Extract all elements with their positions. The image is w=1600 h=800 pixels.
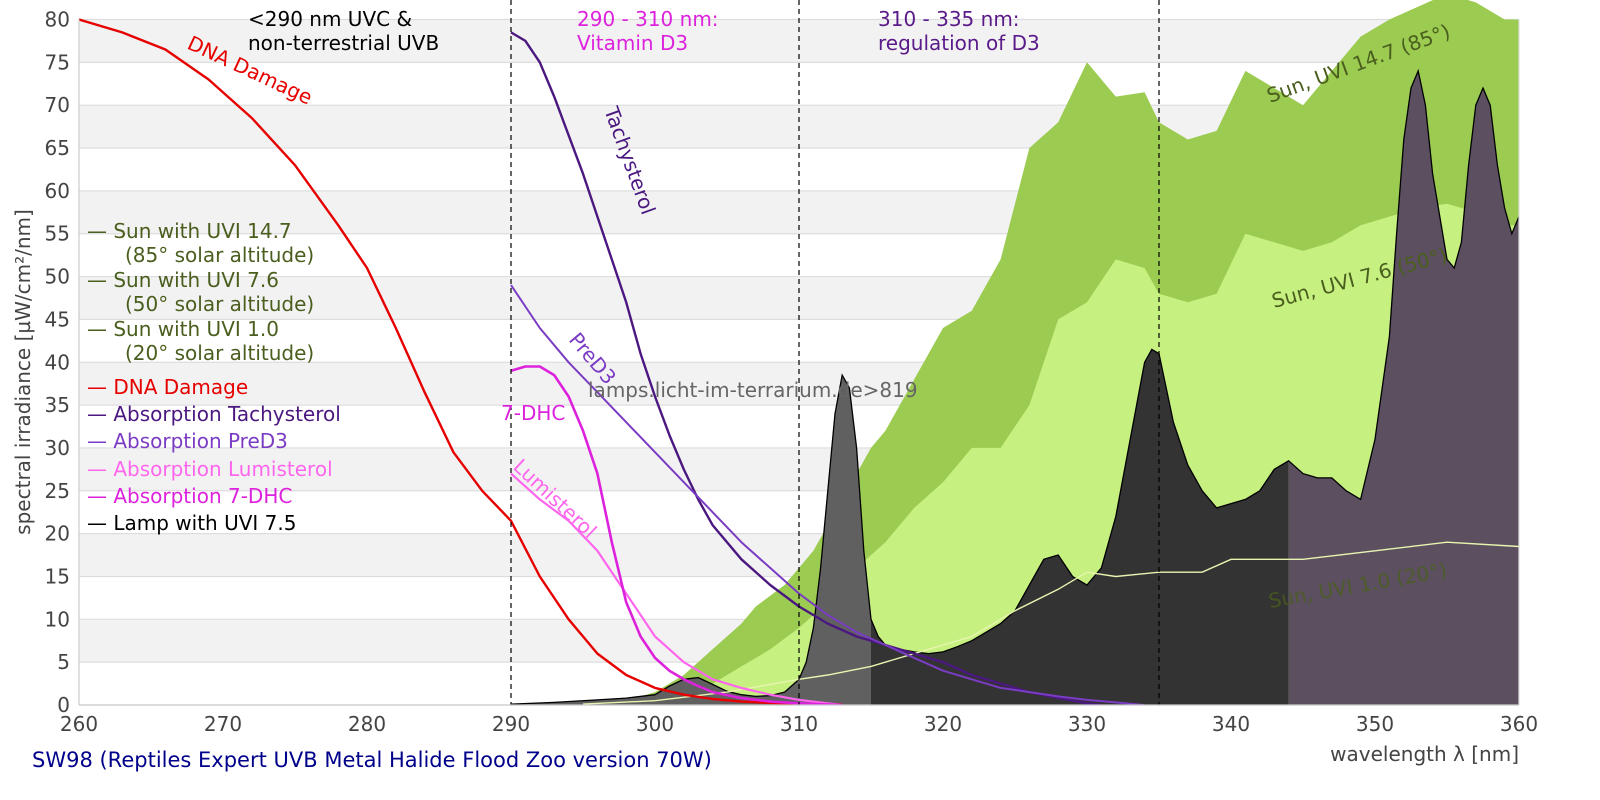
axes (78, 19, 1520, 706)
y-tick-label: 60 (45, 179, 70, 203)
line-sun-uvi-1-0 (582, 541, 1519, 705)
legend-entry-sun-1-0-sub: (20° solar altitude) (125, 341, 314, 365)
x-tick-label: 360 (1500, 712, 1538, 736)
legend-entry-sun-14-7-sub: (85° solar altitude) (125, 243, 314, 267)
chart-caption: SW98 (Reptiles Expert UVB Metal Halide F… (32, 748, 712, 772)
y-tick-label: 30 (45, 436, 70, 460)
curve-label-7dhc: 7-DHC (501, 401, 565, 425)
region-annotation-regulation-line1: 310 - 335 nm: (878, 7, 1020, 31)
line-absorption-tachysterol (510, 31, 1102, 705)
x-tick-label: 310 (780, 712, 818, 736)
region-annotation-regulation-line2: regulation of D3 (878, 31, 1040, 55)
legend-entry-lumisterol: — Absorption Lumisterol (87, 457, 333, 481)
y-tick-label: 20 (45, 522, 70, 546)
y-tick-label: 55 (45, 222, 70, 246)
x-tick-label: 260 (60, 712, 98, 736)
line-dna-damage (79, 18, 843, 705)
line-series (79, 18, 1519, 705)
legend-entry-sun-7-6: — Sun with UVI 7.6 (87, 268, 279, 292)
region-annotation-regulation: 310 - 335 nm: regulation of D3 (878, 7, 1040, 55)
x-axis-label: wavelength λ [nm] (1330, 742, 1519, 766)
y-tick-label: 25 (45, 479, 70, 503)
region-annotation-vitamin-d3-line1: 290 - 310 nm: (577, 7, 719, 31)
line-absorption-lumisterol (510, 472, 843, 705)
x-tick-label: 300 (636, 712, 674, 736)
region-annotation-uvc: <290 nm UVC & non-terrestrial UVB (248, 7, 439, 55)
region-annotation-vitamin-d3-line2: Vitamin D3 (577, 31, 688, 55)
line-absorption-7-dhc (510, 365, 843, 705)
region-annotation-uvc-line1: <290 nm UVC & (248, 7, 412, 31)
region-lines (510, 0, 1160, 705)
legend-entry-sun-1-0: — Sun with UVI 1.0 (87, 317, 279, 341)
legend-entry-pred3: — Absorption PreD3 (87, 429, 288, 453)
legend-entry-sun-7-6-sub: (50° solar altitude) (125, 292, 314, 316)
y-tick-label: 50 (45, 265, 70, 289)
legend-entry-dna-damage: — DNA Damage (87, 375, 248, 399)
lamp-outline (510, 68, 1519, 705)
line-absorption-pred3 (510, 284, 1145, 705)
x-tick-label: 280 (348, 712, 386, 736)
y-tick-label: 75 (45, 50, 70, 74)
y-tick-label: 40 (45, 350, 70, 374)
y-axis-label: spectral irradiance [µW/cm²/nm] (11, 209, 35, 535)
legend-entry-tachysterol: — Absorption Tachysterol (87, 402, 341, 426)
x-tick-label: 350 (1356, 712, 1394, 736)
x-tick-label: 320 (924, 712, 962, 736)
legend-entry-lamp: — Lamp with UVI 7.5 (87, 511, 296, 535)
y-tick-label: 45 (45, 307, 70, 331)
y-tick-labels: 0 5 10 15 20 25 30 35 40 45 50 55 60 65 70 75 80 (45, 8, 70, 718)
y-tick-label: 80 (45, 8, 70, 32)
y-tick-label: 65 (45, 136, 70, 160)
x-tick-label: 290 (492, 712, 530, 736)
y-tick-label: 15 (45, 564, 70, 588)
legend: — Sun with UVI 14.7 (85° solar altitude)… (87, 219, 341, 535)
watermark: lamps.licht-im-terrarium.de>819 (588, 378, 918, 402)
y-tick-label: 70 (45, 93, 70, 117)
y-tick-label: 35 (45, 393, 70, 417)
x-tick-label: 330 (1068, 712, 1106, 736)
x-tick-label: 340 (1212, 712, 1250, 736)
y-tick-label: 5 (57, 650, 70, 674)
region-annotation-vitamin-d3: 290 - 310 nm: Vitamin D3 (577, 7, 725, 55)
legend-entry-7dhc: — Absorption 7-DHC (87, 484, 292, 508)
x-tick-labels: 260 270 280 290 300 310 320 330 340 350 360 (60, 712, 1538, 736)
x-tick-label: 270 (204, 712, 242, 736)
legend-entry-sun-14-7: — Sun with UVI 14.7 (87, 219, 292, 243)
y-tick-label: 10 (45, 607, 70, 631)
region-annotation-uvc-line2: non-terrestrial UVB (248, 31, 439, 55)
y-tick-label: 0 (57, 693, 70, 717)
